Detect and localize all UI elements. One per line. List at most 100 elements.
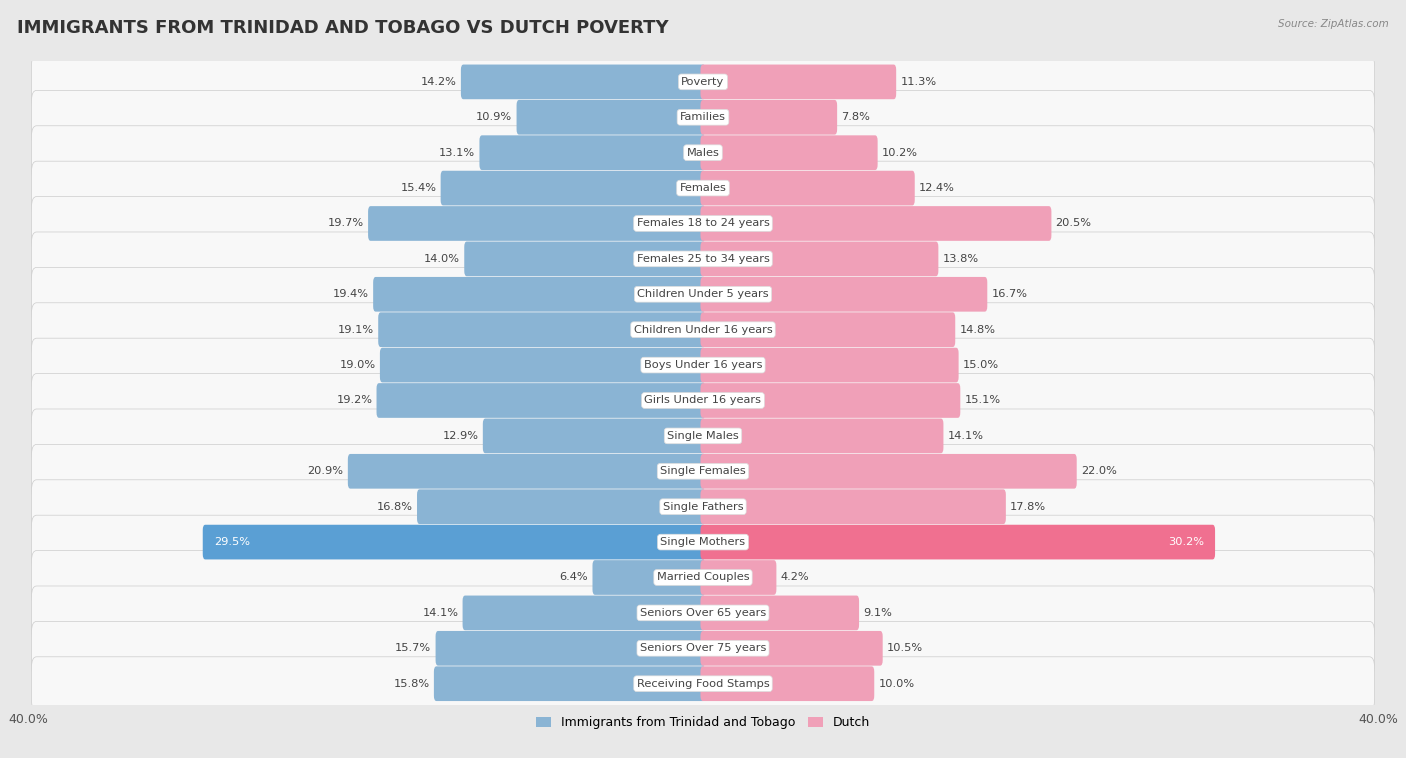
FancyBboxPatch shape bbox=[31, 302, 1375, 356]
Text: 19.2%: 19.2% bbox=[336, 396, 373, 406]
FancyBboxPatch shape bbox=[700, 100, 837, 135]
Text: 19.0%: 19.0% bbox=[340, 360, 375, 370]
Text: 15.7%: 15.7% bbox=[395, 644, 432, 653]
Text: 12.9%: 12.9% bbox=[443, 431, 478, 441]
Text: 4.2%: 4.2% bbox=[780, 572, 810, 582]
FancyBboxPatch shape bbox=[434, 666, 706, 701]
FancyBboxPatch shape bbox=[368, 206, 706, 241]
Text: Females 18 to 24 years: Females 18 to 24 years bbox=[637, 218, 769, 228]
FancyBboxPatch shape bbox=[700, 560, 776, 595]
Text: 15.0%: 15.0% bbox=[963, 360, 998, 370]
FancyBboxPatch shape bbox=[31, 268, 1375, 321]
FancyBboxPatch shape bbox=[700, 631, 883, 666]
FancyBboxPatch shape bbox=[700, 596, 859, 630]
Text: 10.9%: 10.9% bbox=[477, 112, 512, 122]
Text: 20.9%: 20.9% bbox=[308, 466, 343, 476]
FancyBboxPatch shape bbox=[380, 348, 706, 383]
Text: 10.5%: 10.5% bbox=[887, 644, 922, 653]
FancyBboxPatch shape bbox=[31, 444, 1375, 498]
Text: 6.4%: 6.4% bbox=[560, 572, 588, 582]
Text: 7.8%: 7.8% bbox=[841, 112, 870, 122]
Text: Males: Males bbox=[686, 148, 720, 158]
FancyBboxPatch shape bbox=[31, 515, 1375, 569]
Text: 11.3%: 11.3% bbox=[900, 77, 936, 87]
FancyBboxPatch shape bbox=[31, 409, 1375, 463]
FancyBboxPatch shape bbox=[592, 560, 706, 595]
FancyBboxPatch shape bbox=[700, 64, 896, 99]
Text: Boys Under 16 years: Boys Under 16 years bbox=[644, 360, 762, 370]
Text: 19.4%: 19.4% bbox=[333, 290, 368, 299]
Text: Single Mothers: Single Mothers bbox=[661, 537, 745, 547]
Text: 14.0%: 14.0% bbox=[425, 254, 460, 264]
FancyBboxPatch shape bbox=[516, 100, 706, 135]
Text: Seniors Over 65 years: Seniors Over 65 years bbox=[640, 608, 766, 618]
Text: Single Females: Single Females bbox=[661, 466, 745, 476]
Text: Poverty: Poverty bbox=[682, 77, 724, 87]
Text: 19.1%: 19.1% bbox=[337, 324, 374, 335]
Text: 20.5%: 20.5% bbox=[1056, 218, 1091, 228]
Text: IMMIGRANTS FROM TRINIDAD AND TOBAGO VS DUTCH POVERTY: IMMIGRANTS FROM TRINIDAD AND TOBAGO VS D… bbox=[17, 19, 668, 37]
FancyBboxPatch shape bbox=[700, 312, 955, 347]
FancyBboxPatch shape bbox=[700, 418, 943, 453]
Legend: Immigrants from Trinidad and Tobago, Dutch: Immigrants from Trinidad and Tobago, Dut… bbox=[531, 711, 875, 735]
FancyBboxPatch shape bbox=[461, 64, 706, 99]
Text: 14.8%: 14.8% bbox=[959, 324, 995, 335]
Text: 30.2%: 30.2% bbox=[1168, 537, 1204, 547]
Text: 15.4%: 15.4% bbox=[401, 183, 436, 193]
FancyBboxPatch shape bbox=[31, 161, 1375, 215]
Text: 17.8%: 17.8% bbox=[1010, 502, 1046, 512]
Text: Families: Families bbox=[681, 112, 725, 122]
FancyBboxPatch shape bbox=[31, 55, 1375, 109]
FancyBboxPatch shape bbox=[202, 525, 706, 559]
Text: 14.1%: 14.1% bbox=[948, 431, 984, 441]
Text: 10.2%: 10.2% bbox=[882, 148, 918, 158]
Text: 13.8%: 13.8% bbox=[942, 254, 979, 264]
Text: Single Fathers: Single Fathers bbox=[662, 502, 744, 512]
FancyBboxPatch shape bbox=[700, 454, 1077, 489]
FancyBboxPatch shape bbox=[31, 656, 1375, 710]
FancyBboxPatch shape bbox=[700, 383, 960, 418]
FancyBboxPatch shape bbox=[440, 171, 706, 205]
FancyBboxPatch shape bbox=[378, 312, 706, 347]
Text: 19.7%: 19.7% bbox=[328, 218, 364, 228]
FancyBboxPatch shape bbox=[436, 631, 706, 666]
FancyBboxPatch shape bbox=[373, 277, 706, 312]
Text: 12.4%: 12.4% bbox=[920, 183, 955, 193]
FancyBboxPatch shape bbox=[31, 480, 1375, 534]
Text: 15.1%: 15.1% bbox=[965, 396, 1001, 406]
Text: Seniors Over 75 years: Seniors Over 75 years bbox=[640, 644, 766, 653]
Text: Females 25 to 34 years: Females 25 to 34 years bbox=[637, 254, 769, 264]
FancyBboxPatch shape bbox=[31, 126, 1375, 180]
FancyBboxPatch shape bbox=[31, 90, 1375, 144]
FancyBboxPatch shape bbox=[347, 454, 706, 489]
FancyBboxPatch shape bbox=[482, 418, 706, 453]
Text: Girls Under 16 years: Girls Under 16 years bbox=[644, 396, 762, 406]
FancyBboxPatch shape bbox=[700, 348, 959, 383]
Text: 10.0%: 10.0% bbox=[879, 678, 914, 689]
Text: 9.1%: 9.1% bbox=[863, 608, 893, 618]
FancyBboxPatch shape bbox=[31, 374, 1375, 428]
Text: Receiving Food Stamps: Receiving Food Stamps bbox=[637, 678, 769, 689]
FancyBboxPatch shape bbox=[31, 550, 1375, 604]
Text: Children Under 16 years: Children Under 16 years bbox=[634, 324, 772, 335]
Text: 22.0%: 22.0% bbox=[1081, 466, 1116, 476]
FancyBboxPatch shape bbox=[464, 242, 706, 276]
Text: 15.8%: 15.8% bbox=[394, 678, 430, 689]
FancyBboxPatch shape bbox=[31, 338, 1375, 392]
FancyBboxPatch shape bbox=[377, 383, 706, 418]
FancyBboxPatch shape bbox=[700, 206, 1052, 241]
Text: 13.1%: 13.1% bbox=[439, 148, 475, 158]
FancyBboxPatch shape bbox=[31, 196, 1375, 250]
Text: Married Couples: Married Couples bbox=[657, 572, 749, 582]
Text: Source: ZipAtlas.com: Source: ZipAtlas.com bbox=[1278, 19, 1389, 29]
Text: 14.1%: 14.1% bbox=[422, 608, 458, 618]
FancyBboxPatch shape bbox=[418, 490, 706, 524]
Text: 29.5%: 29.5% bbox=[214, 537, 250, 547]
FancyBboxPatch shape bbox=[463, 596, 706, 630]
Text: Single Males: Single Males bbox=[666, 431, 740, 441]
Text: 14.2%: 14.2% bbox=[420, 77, 457, 87]
Text: 16.7%: 16.7% bbox=[991, 290, 1028, 299]
FancyBboxPatch shape bbox=[31, 622, 1375, 675]
FancyBboxPatch shape bbox=[31, 232, 1375, 286]
FancyBboxPatch shape bbox=[700, 277, 987, 312]
